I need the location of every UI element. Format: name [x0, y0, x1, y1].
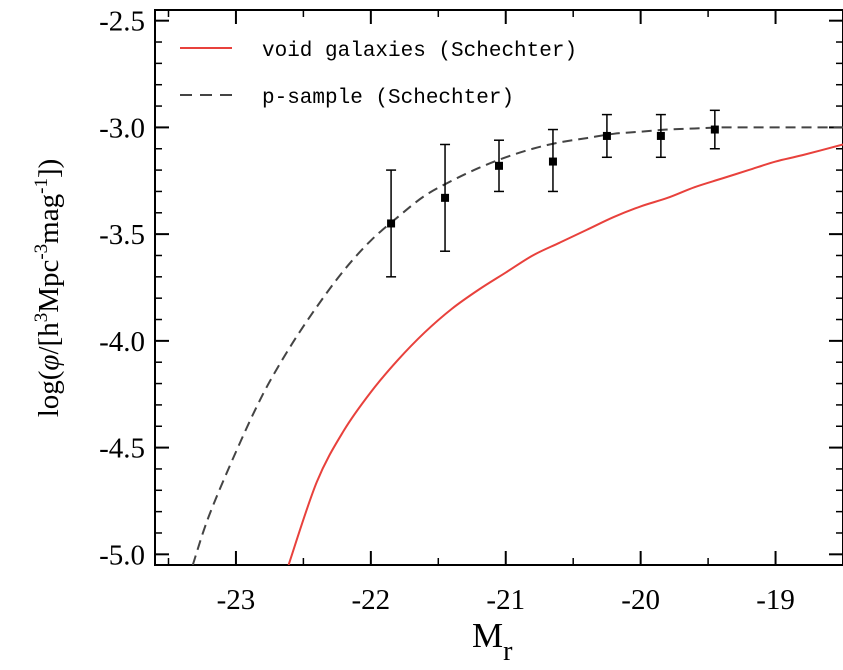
data-point [548, 157, 557, 166]
y-title-phi: φ [33, 355, 65, 371]
legend: void galaxies (Schechter) p-sample (Sche… [180, 40, 577, 110]
y-title-close: ]) [33, 159, 65, 178]
y-title-prefix: log( [33, 371, 65, 418]
data-point [441, 193, 450, 202]
y-axis-title: log(φ/[h3Mpc-3mag-1]) [31, 159, 65, 418]
plot-frame [154, 9, 843, 566]
y-tick-label: -2.5 [99, 6, 145, 38]
y-title-sup1: 3 [31, 313, 52, 323]
series-layer [191, 126, 843, 565]
y-title-sup2: -3 [31, 244, 52, 260]
y-tick-label: -3.0 [99, 112, 145, 144]
y-title-mag: mag [33, 194, 65, 244]
data-point [387, 219, 396, 228]
data-point [495, 161, 503, 170]
x-axis-title: Mr [472, 616, 513, 667]
data-point [602, 131, 611, 140]
y-title-open: /[h [33, 322, 65, 355]
y-tick-label: -4.5 [99, 433, 145, 465]
y-tick-labels: -2.5 -3.0 -3.5 -4.0 -4.5 -5.0 [99, 6, 145, 572]
legend-label-void: void galaxies (Schechter) [262, 40, 577, 63]
x-tick-label: -23 [217, 584, 256, 616]
y-title-mid: Mpc [33, 260, 65, 313]
x-axis-title-sub: r [503, 636, 513, 667]
x-tick-label: -22 [352, 584, 391, 616]
x-tick-label: -20 [621, 584, 660, 616]
x-tick-label: -19 [756, 584, 795, 616]
x-tick-label: -21 [486, 584, 525, 616]
x-tick-labels: -23 -22 -21 -20 -19 [217, 584, 795, 616]
data-point [656, 131, 665, 140]
void-galaxies-curve [287, 143, 843, 565]
y-tick-label: -5.0 [99, 539, 145, 571]
y-tick-label: -4.0 [99, 326, 145, 358]
data-points-layer [386, 109, 720, 278]
x-axis-title-main: M [472, 616, 503, 655]
legend-label-psample: p-sample (Schechter) [262, 87, 514, 110]
data-point [710, 125, 719, 134]
y-title-sup3: -1 [31, 178, 52, 194]
p-sample-curve [191, 126, 843, 565]
y-tick-label: -3.5 [99, 219, 145, 251]
